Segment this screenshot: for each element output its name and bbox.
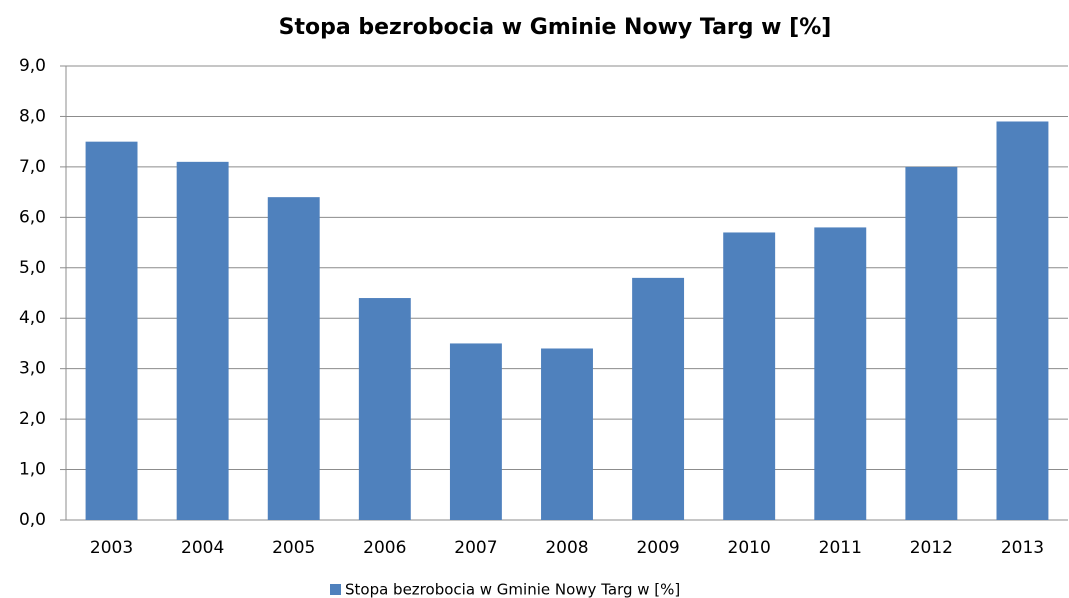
bar — [996, 121, 1049, 520]
x-tick-label: 2008 — [545, 538, 588, 558]
y-tick-label: 1,0 — [19, 460, 46, 480]
x-tick-label: 2011 — [819, 538, 862, 558]
x-tick-label: 2012 — [910, 538, 953, 558]
x-tick-label: 2010 — [728, 538, 771, 558]
bar — [176, 161, 229, 520]
x-tick-label: 2005 — [272, 538, 315, 558]
bar — [814, 227, 867, 520]
bar — [358, 298, 411, 520]
bar — [267, 197, 320, 520]
bar — [632, 277, 685, 520]
bar — [85, 141, 138, 520]
chart-title: Stopa bezrobocia w Gminie Nowy Targ w [%… — [279, 15, 832, 40]
bar — [541, 348, 593, 520]
legend-swatch — [330, 584, 341, 595]
y-tick-label: 9,0 — [19, 56, 46, 76]
x-tick-label: 2009 — [636, 538, 679, 558]
y-tick-label: 0,0 — [19, 510, 46, 530]
y-tick-label: 4,0 — [19, 308, 46, 328]
x-tick-label: 2004 — [181, 538, 224, 558]
legend-label: Stopa bezrobocia w Gminie Nowy Targ w [%… — [345, 581, 680, 598]
x-tick-label: 2003 — [90, 538, 133, 558]
y-tick-label: 6,0 — [19, 207, 46, 227]
y-tick-label: 7,0 — [19, 157, 46, 177]
bar — [449, 343, 502, 520]
y-tick-label: 8,0 — [19, 106, 46, 126]
y-tick-label: 3,0 — [19, 359, 46, 379]
bar — [905, 166, 958, 520]
x-tick-label: 2013 — [1001, 538, 1044, 558]
y-tick-label: 2,0 — [19, 409, 46, 429]
x-tick-label: 2006 — [363, 538, 406, 558]
x-tick-label: 2007 — [454, 538, 497, 558]
y-tick-label: 5,0 — [19, 258, 46, 278]
bar — [723, 232, 776, 520]
